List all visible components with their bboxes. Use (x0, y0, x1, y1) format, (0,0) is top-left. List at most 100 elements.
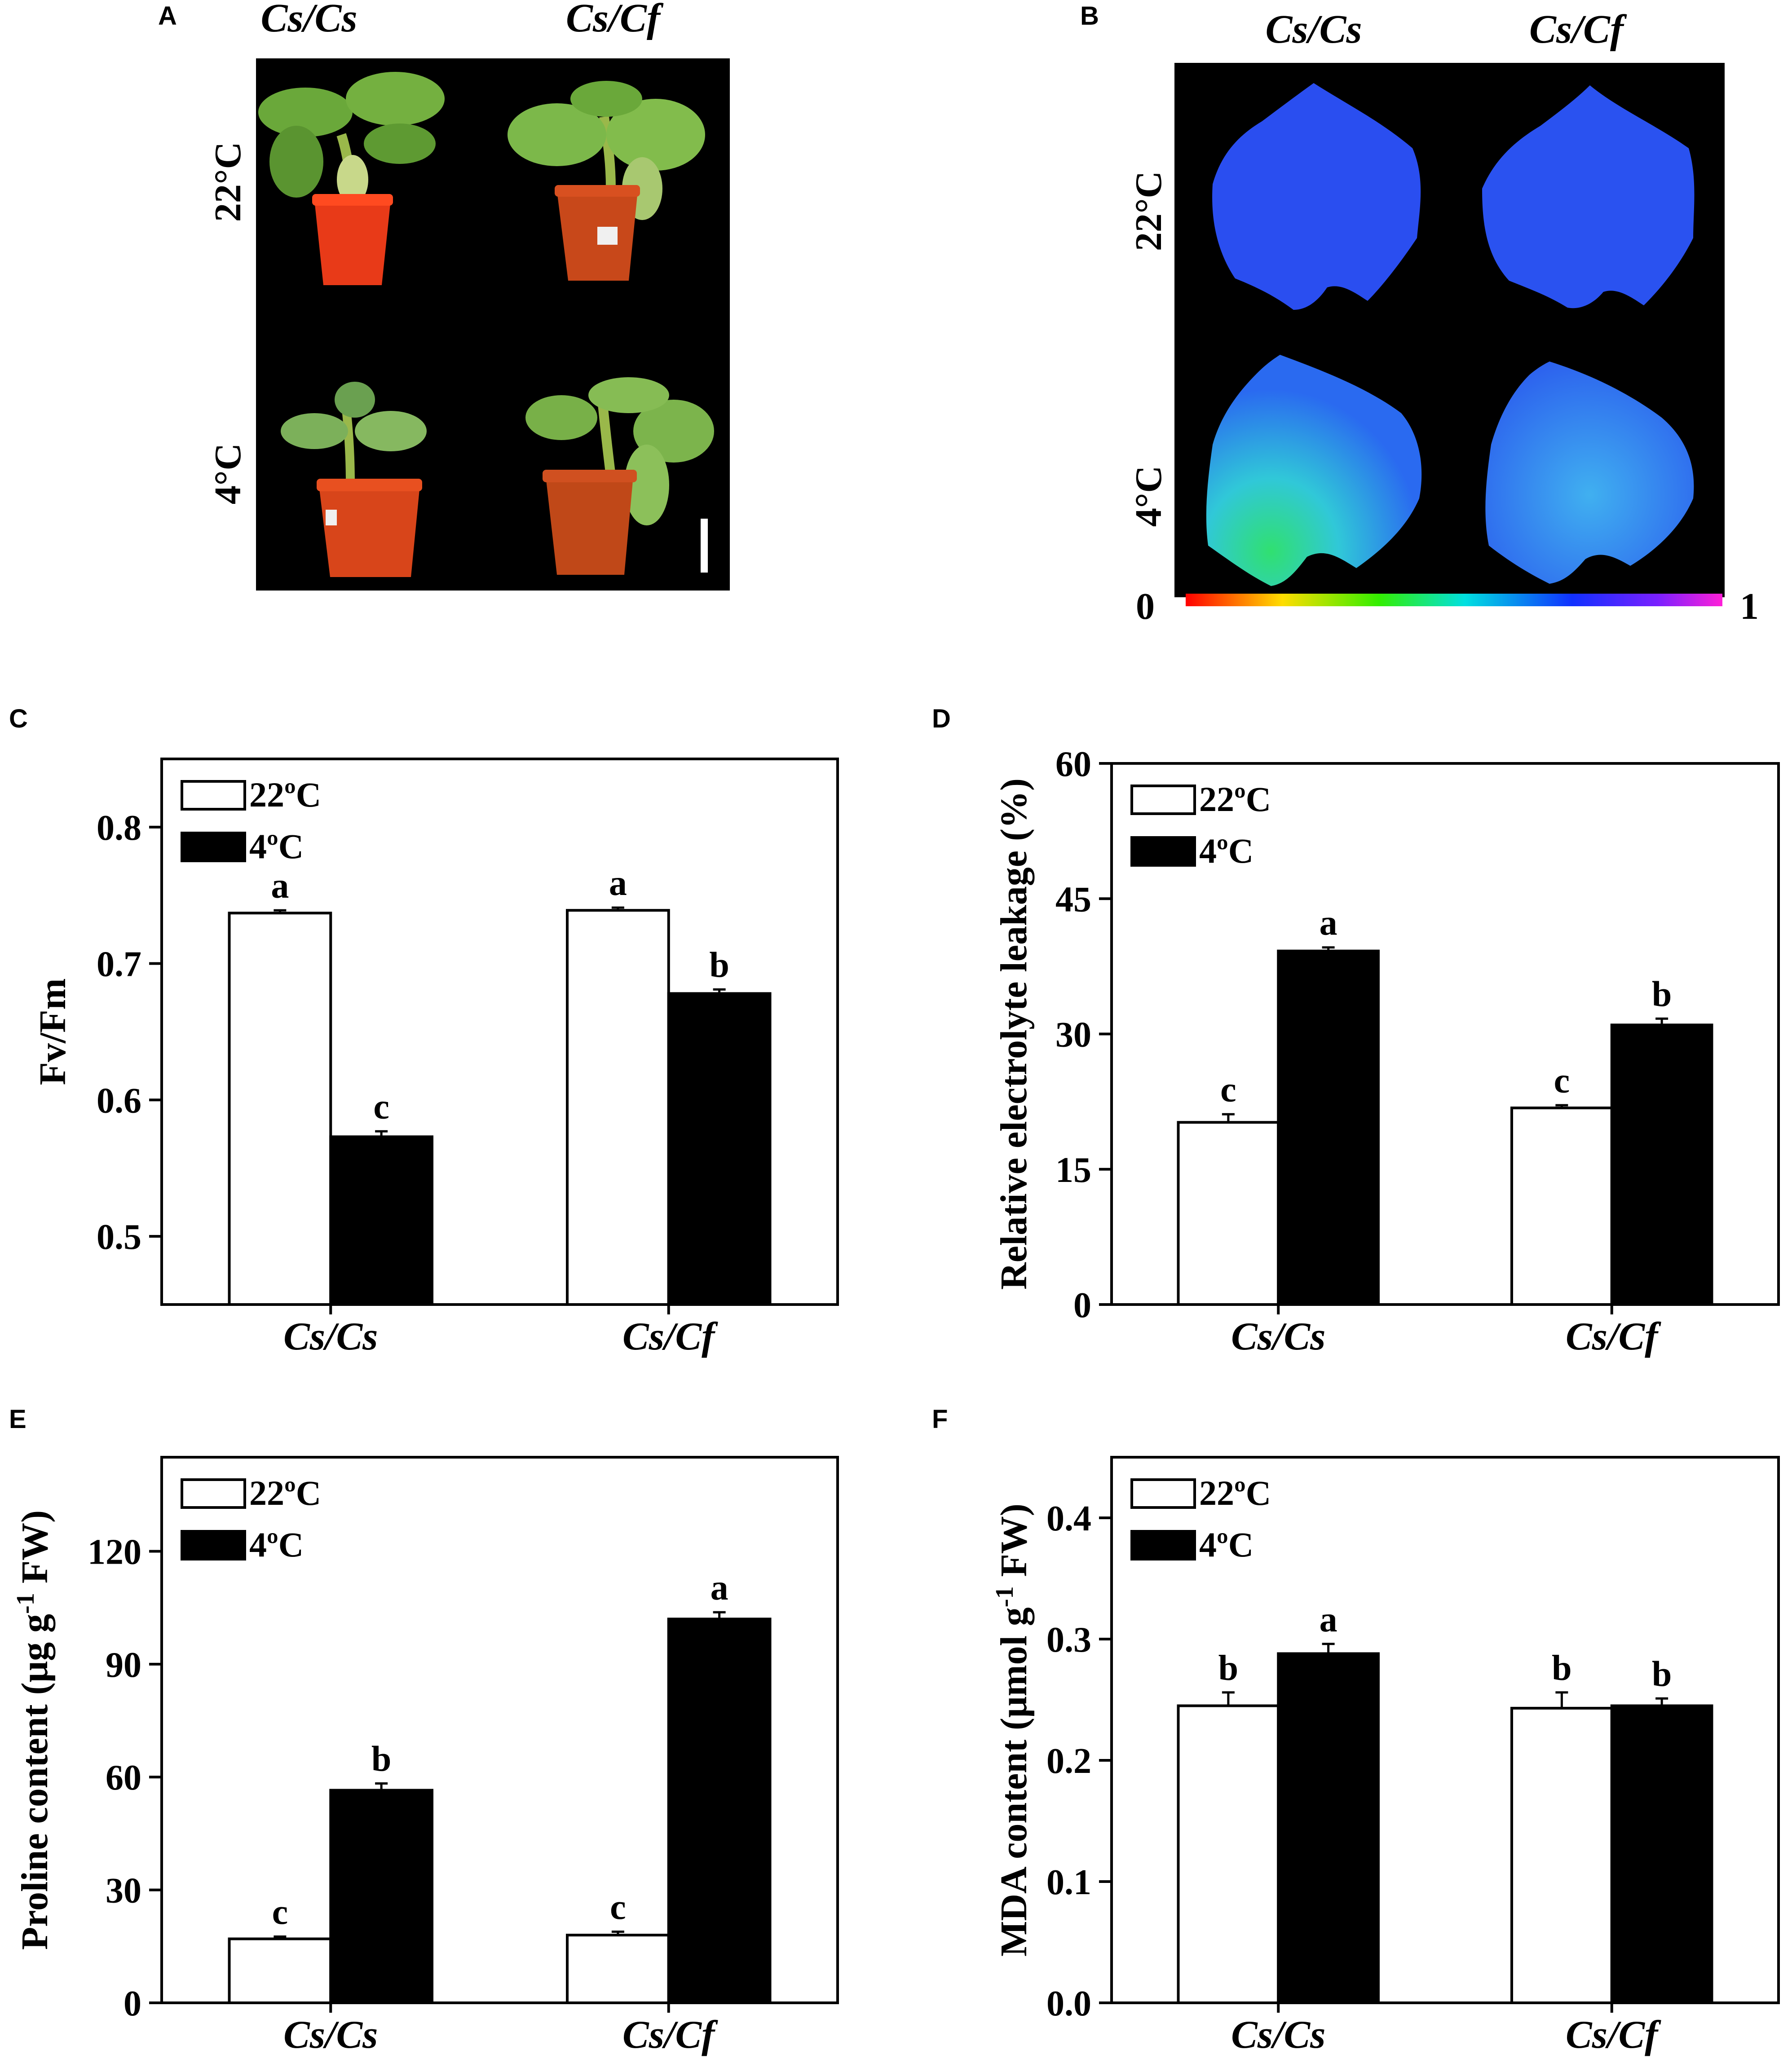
legend-swatch-4-c (181, 1530, 246, 1560)
bar-22-c-cs-cs (228, 1937, 332, 2005)
legend-label-4-c: 4ºC (1199, 1525, 1254, 1564)
plot-frame (160, 758, 839, 1306)
x-category-label-cs-cs: Cs/Cs (1231, 2013, 1325, 2057)
leaf-image-cs-cs-4c (1206, 355, 1422, 586)
legend-swatch-22-c (1130, 785, 1196, 815)
bar-4-c-cs-cf (667, 992, 772, 1306)
bar-4-c-cs-cf (1610, 1023, 1713, 1306)
significance-label: a (271, 866, 289, 906)
bar-22-c-cs-cs (1177, 1121, 1280, 1306)
significance-label: b (1552, 1649, 1572, 1688)
significance-label: c (610, 1888, 626, 1927)
bar-22-c-cs-cf (1510, 1106, 1613, 1306)
legend-label-22-c: 22ºC (249, 1473, 321, 1512)
y-tick-label: 0.0 (1046, 1984, 1091, 2023)
bar-4-c-cs-cs (1277, 1652, 1380, 2004)
legend-swatch-22-c (181, 1478, 246, 1509)
panel-a: A Cs/Cs Cs/Cf 22°C 4°C (158, 0, 730, 591)
bar-4-c-cs-cs (329, 1789, 433, 2004)
y-axis-title: Proline content (μg g-1 FW) (12, 1510, 56, 1950)
significance-label: a (609, 864, 627, 903)
plant-image-cs-cs-4c (281, 382, 427, 577)
plant-image-cs-cf-4c (525, 377, 714, 575)
column-header-cs-cf: Cs/Cf (1529, 7, 1627, 52)
y-tick-label: 0.5 (97, 1217, 141, 1257)
y-tick-label: 0.7 (97, 945, 141, 984)
y-tick-label: 0.4 (1046, 1499, 1091, 1538)
colorbar-min-label: 0 (1136, 586, 1155, 627)
row-header-4c: 4°C (1128, 466, 1170, 527)
y-tick-label: 0.6 (97, 1081, 141, 1120)
legend-label-22-c: 22ºC (249, 775, 321, 814)
panel-b: B Cs/Cs Cs/Cf 22°C 4°C 0 1 (1080, 1, 1759, 627)
y-tick-label: 60 (106, 1758, 141, 1798)
bar-22-c-cs-cf (1510, 1706, 1613, 2004)
colorbar-max-label: 1 (1740, 586, 1759, 627)
bar-4-c-cs-cs (1277, 949, 1380, 1306)
plot-frame (1110, 1456, 1780, 2004)
panel-letter-d: D (932, 704, 951, 733)
significance-label: c (1220, 1070, 1236, 1110)
panel-letter-c: C (9, 704, 28, 733)
x-category-label-cs-cf: Cs/Cf (1566, 2013, 1661, 2057)
column-header-cs-cs: Cs/Cs (1265, 7, 1362, 52)
row-header-22c: 22°C (1128, 171, 1170, 251)
legend-swatch-22-c (181, 780, 246, 811)
legend-label-4-c: 4ºC (249, 1525, 304, 1564)
x-category-label-cs-cs: Cs/Cs (283, 2013, 378, 2057)
y-tick-label: 0.8 (97, 808, 141, 848)
legend-label-4-c: 4ºC (1199, 831, 1254, 870)
x-category-label-cs-cf: Cs/Cf (1566, 1315, 1661, 1358)
legend-swatch-4-c (181, 832, 246, 862)
y-tick-label: 0.1 (1046, 1863, 1091, 1902)
y-tick-label: 0.3 (1046, 1620, 1091, 1660)
significance-label: b (1652, 1654, 1672, 1694)
x-category-label-cs-cf: Cs/Cf (622, 1315, 718, 1358)
y-tick-label: 0.2 (1046, 1741, 1091, 1781)
bar-chart-proline-content: E 0 30 60 90 120 Proline content (μg g-1 FW) Cs… (9, 1405, 839, 2057)
x-category-label-cs-cs: Cs/Cs (1231, 1315, 1325, 1358)
panel-letter-a: A (158, 1, 177, 31)
panel-letter-f: F (932, 1405, 948, 1434)
x-category-label-cs-cf: Cs/Cf (622, 2013, 718, 2057)
plant-image-cs-cs-22c (258, 72, 445, 285)
panel-letter-e: E (9, 1405, 26, 1434)
legend-swatch-22-c (1130, 1478, 1196, 1509)
bar-22-c-cs-cs (1177, 1704, 1280, 2004)
panel-letter-b: B (1080, 1, 1099, 31)
significance-label: b (709, 945, 729, 985)
y-axis-title: MDA content (μmol g-1 FW) (991, 1503, 1035, 1957)
significance-label: b (1218, 1649, 1239, 1688)
significance-label: c (1554, 1061, 1570, 1101)
significance-label: a (1320, 904, 1337, 943)
bar-chart-electrolyte-leakage: D 0 15 30 45 60 Relative electrolyte leakage (… (932, 704, 1780, 1358)
plant-image-cs-cf-22c (508, 81, 705, 281)
bar-4-c-cs-cf (1610, 1704, 1713, 2004)
leaf-image-cs-cf-22c (1482, 85, 1695, 309)
legend-label-4-c: 4ºC (249, 827, 304, 866)
y-axis-title: Fv/Fm (32, 979, 74, 1085)
bar-chart-fv-fm: C 0.5 0.6 0.7 0.8 Fv/Fm Cs/Cs a c Cs/Cf a b 22ºC 4ºC (9, 704, 839, 1358)
leaf-image-cs-cf-4c (1485, 361, 1694, 584)
y-tick-label: 0 (124, 1984, 141, 2023)
x-category-label-cs-cs: Cs/Cs (283, 1315, 378, 1358)
y-tick-label: 45 (1055, 880, 1091, 919)
y-tick-label: 30 (1055, 1015, 1091, 1055)
row-header-4c: 4°C (207, 443, 249, 504)
scale-bar (701, 519, 708, 573)
bar-chart-mda-content: F 0.0 0.1 0.2 0.3 0.4 MDA content (μmol g-1 FW… (932, 1405, 1780, 2057)
legend-label-22-c: 22ºC (1199, 780, 1271, 819)
significance-label: c (373, 1087, 389, 1127)
significance-label: b (371, 1739, 392, 1779)
y-axis-title: Relative electrolyte leakage (%) (993, 778, 1035, 1290)
significance-label: c (272, 1893, 288, 1932)
legend-label-22-c: 22ºC (1199, 1473, 1271, 1512)
significance-label: b (1652, 974, 1672, 1014)
colorbar (1186, 594, 1722, 606)
y-tick-label: 60 (1055, 745, 1091, 784)
column-header-cs-cs: Cs/Cs (260, 0, 357, 40)
row-header-22c: 22°C (207, 142, 249, 222)
y-tick-label: 0 (1073, 1286, 1091, 1325)
bar-22-c-cs-cf (566, 1934, 670, 2004)
bar-4-c-cs-cs (329, 1135, 433, 1306)
